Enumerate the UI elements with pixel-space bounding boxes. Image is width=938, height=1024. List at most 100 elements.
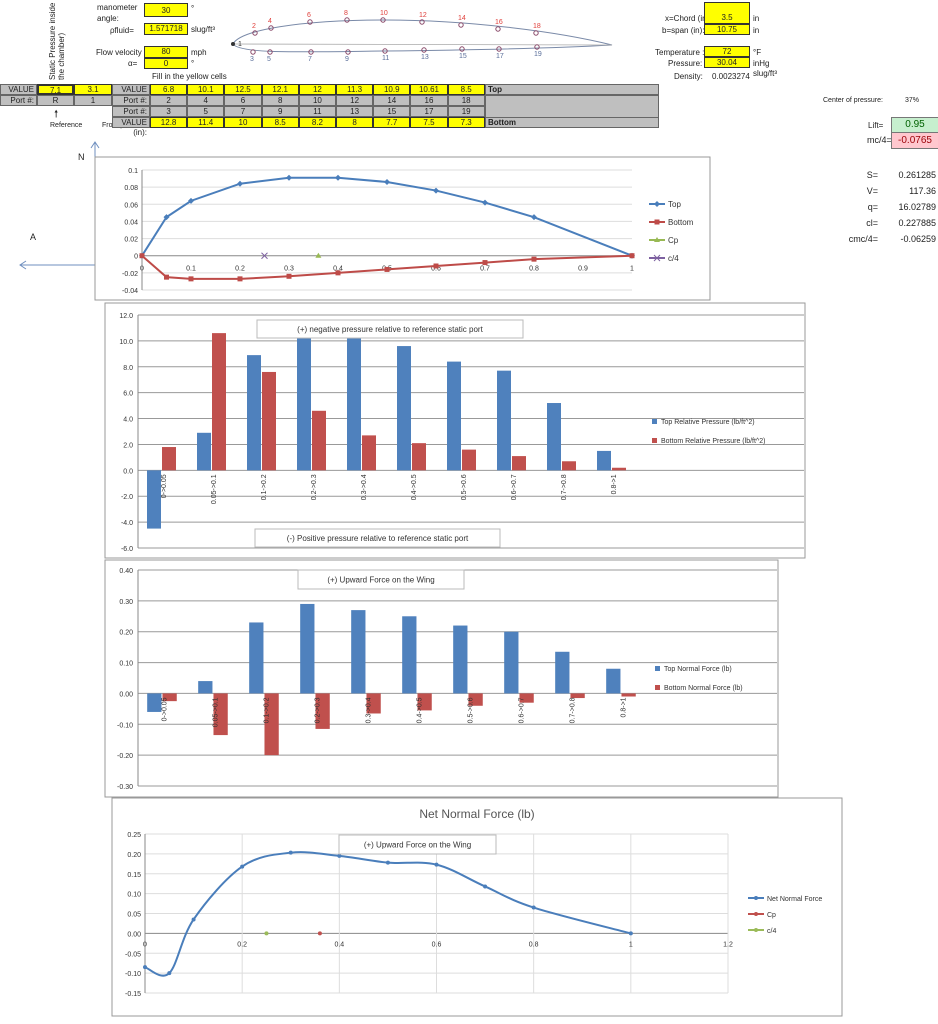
reference-port: R <box>37 95 74 106</box>
chart-2: -0.30 -0.20 -0.10 0.00 0.10 0.20 0.30 0.40 0->0.… <box>117 568 777 791</box>
value-input[interactable]: 10.1 <box>187 84 225 95</box>
y-tick-label: -4.0 <box>121 520 133 527</box>
bar <box>402 616 417 694</box>
port-number: 5 <box>187 106 225 117</box>
bar <box>447 361 461 471</box>
pressure-label: Pressure: <box>668 59 703 68</box>
port-number: 11 <box>298 106 336 117</box>
bar <box>300 603 315 694</box>
value-input[interactable]: 7.3 <box>447 117 485 128</box>
legend-entry: c/4 <box>767 928 776 935</box>
leading-edge-port <box>231 42 235 46</box>
rho-label: ρfluid= <box>110 26 134 35</box>
rho-fluid-input[interactable]: 1.571718 <box>144 23 188 35</box>
value-input[interactable]: 10.61 <box>410 84 448 95</box>
value-input[interactable]: 11.4 <box>187 117 225 128</box>
value-input[interactable]: 8 <box>336 117 374 128</box>
pressure-input[interactable]: 30.04 <box>704 57 750 68</box>
value-input[interactable]: 10 <box>224 117 262 128</box>
value-input[interactable]: 6.8 <box>150 84 188 95</box>
bar <box>262 371 276 471</box>
y-tick-label: 8.0 <box>123 365 133 372</box>
category-label: 0.7->0.8 <box>561 474 568 500</box>
port-label: Port #: <box>0 95 37 106</box>
row-label: VALUE (in): <box>112 84 150 104</box>
category-label: 0.1->0.2 <box>261 474 268 500</box>
y-tick-label: -0.04 <box>122 288 138 295</box>
temperature-label: Temperature : <box>655 48 705 57</box>
airfoil-outline <box>232 19 613 53</box>
port-marker <box>382 48 388 54</box>
data-point <box>385 860 390 865</box>
annotation-text: (+) negative pressure relative to refere… <box>297 325 483 334</box>
bar <box>315 693 330 729</box>
reference-value-input[interactable]: 7.1 <box>37 84 74 95</box>
manometer-angle-input[interactable]: 30 <box>144 3 188 17</box>
unit-label: slug/ft³ <box>753 69 778 78</box>
temperature-input[interactable]: 72 <box>704 46 750 57</box>
span-input[interactable]: 10.75 <box>704 24 750 35</box>
value-input[interactable]: 7.5 <box>410 117 448 128</box>
bar <box>312 410 326 471</box>
data-point <box>261 252 268 260</box>
unit-label: ° <box>191 4 195 13</box>
value-input[interactable]: 8.2 <box>298 117 336 128</box>
legend-entry: c/4 <box>668 254 679 263</box>
data-point <box>237 276 243 282</box>
value-input[interactable]: 12.1 <box>261 84 299 95</box>
port-marker <box>421 47 427 53</box>
port-number: 6 <box>224 95 262 106</box>
x-tick-label: 1 <box>630 266 634 273</box>
chart-frame <box>104 559 779 798</box>
x-tick-label: 0.6 <box>432 941 442 948</box>
y-tick-label: 4.0 <box>123 417 133 424</box>
y-tick-label: 10.0 <box>119 339 133 346</box>
data-point <box>531 905 536 910</box>
legend-entry: Top Relative Pressure (lb/ft^2) <box>661 419 755 426</box>
port-number: 14 <box>373 95 411 106</box>
front-port-value-input[interactable]: 3.1 <box>74 84 112 95</box>
value-input[interactable]: 12.5 <box>224 84 262 95</box>
data-point <box>628 931 633 936</box>
value-input[interactable]: 8.5 <box>261 117 299 128</box>
x-tick-label: 0.8 <box>529 266 539 273</box>
y-tick-label: -0.20 <box>117 753 133 760</box>
port-number: 4 <box>187 95 225 106</box>
flow-velocity-input[interactable]: 80 <box>144 46 188 58</box>
data-point <box>754 928 758 932</box>
value-input[interactable]: 7.7 <box>373 117 411 128</box>
value-input[interactable]: 10.9 <box>373 84 411 95</box>
bar <box>247 355 261 471</box>
bar <box>462 449 476 471</box>
port-label: 17 <box>496 53 504 60</box>
value-input[interactable]: 11.3 <box>336 84 374 95</box>
chord-input[interactable]: 3.5 <box>704 2 750 24</box>
bar <box>555 651 570 694</box>
legend-entry: Cp <box>668 236 679 245</box>
y-tick-label: 0.02 <box>124 237 138 244</box>
value-input[interactable]: 12.8 <box>150 117 188 128</box>
port-label: 7 <box>308 56 312 63</box>
data-point <box>434 862 439 867</box>
data-point <box>433 187 439 194</box>
cl-value: 0.227885 <box>898 218 936 228</box>
center-of-pressure-value: 37% <box>905 97 920 104</box>
value-input[interactable]: 8.5 <box>447 84 485 95</box>
cmc4-value: -0.06259 <box>900 234 936 244</box>
bar <box>512 456 526 471</box>
port-marker <box>344 17 350 23</box>
lift-label: Lift= <box>868 121 884 130</box>
y-tick-label: 0.0 <box>123 468 133 475</box>
port-marker <box>458 22 464 28</box>
unit-label: mph <box>191 48 207 57</box>
data-point <box>653 254 661 262</box>
alpha-input[interactable]: 0 <box>144 58 188 69</box>
value-input[interactable]: 12 <box>298 84 336 95</box>
data-point <box>654 201 660 207</box>
port-label: 9 <box>345 56 349 63</box>
V-label: V= <box>866 186 878 196</box>
row-label: Port #: <box>112 106 150 117</box>
data-point <box>317 931 322 936</box>
y-tick-label: -0.10 <box>125 971 141 978</box>
